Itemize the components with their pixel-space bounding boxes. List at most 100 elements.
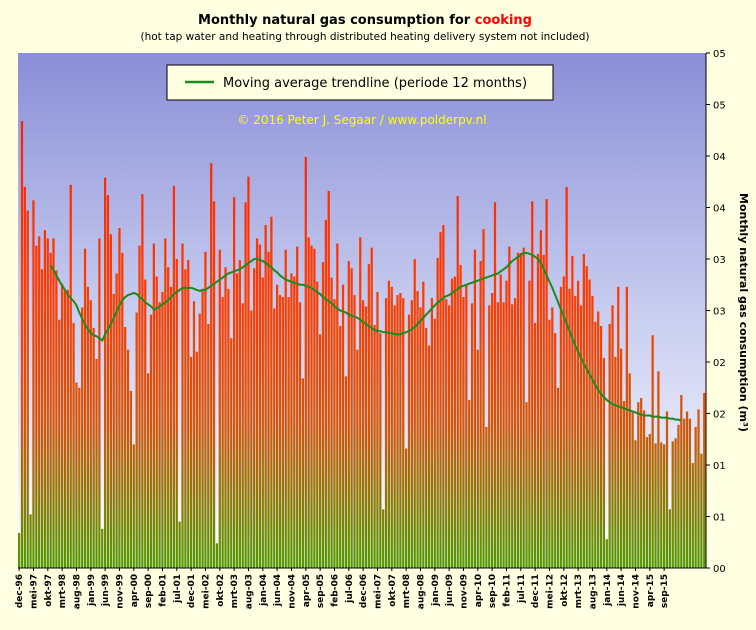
bar bbox=[379, 333, 382, 568]
bar bbox=[149, 314, 153, 568]
trend-line bbox=[49, 251, 682, 422]
bar bbox=[393, 305, 396, 568]
bar bbox=[579, 305, 583, 568]
bar bbox=[290, 273, 293, 568]
bar bbox=[453, 276, 456, 568]
y-tick-label: 00 bbox=[713, 564, 726, 575]
bar bbox=[625, 286, 628, 568]
bar bbox=[367, 264, 370, 568]
bar bbox=[339, 325, 342, 568]
x-tick-label: mei-02 bbox=[201, 574, 211, 609]
bar bbox=[212, 201, 216, 568]
bar bbox=[327, 191, 330, 568]
x-tick-label: dec-01 bbox=[187, 574, 197, 608]
bar bbox=[26, 210, 29, 568]
x-tick-label: jun-09 bbox=[445, 574, 455, 607]
x-tick-label: aug-13 bbox=[588, 574, 598, 609]
bar bbox=[554, 333, 557, 568]
bar bbox=[138, 245, 141, 569]
bar bbox=[663, 444, 666, 568]
bar bbox=[81, 307, 84, 568]
bar bbox=[109, 234, 112, 568]
x-axis-ticks: dec-96 mei-97 okt-97 mrt-98 aug-98 jan-99 jun-… bbox=[15, 568, 670, 609]
bar bbox=[519, 252, 522, 568]
bar bbox=[582, 253, 585, 568]
bar bbox=[190, 356, 193, 568]
bar bbox=[244, 202, 247, 568]
x-tick-label: apr-00 bbox=[130, 574, 140, 607]
bar bbox=[40, 269, 44, 568]
x-tick-label: okt-12 bbox=[560, 574, 570, 607]
bar bbox=[611, 305, 614, 568]
x-tick-label: sep-05 bbox=[316, 574, 326, 608]
bar bbox=[321, 262, 325, 568]
bar bbox=[668, 509, 671, 568]
bar bbox=[370, 247, 373, 569]
bar bbox=[382, 509, 385, 568]
y-tick-label: 01 bbox=[713, 461, 726, 472]
bar bbox=[634, 440, 637, 568]
y-tick-label: 05 bbox=[713, 49, 726, 60]
bar bbox=[505, 280, 508, 568]
bar bbox=[29, 514, 32, 568]
bar bbox=[201, 288, 204, 568]
bar bbox=[187, 260, 190, 568]
bar bbox=[83, 248, 87, 568]
bar bbox=[482, 229, 485, 568]
bar bbox=[410, 300, 413, 568]
x-tick-label: okt-02 bbox=[216, 574, 226, 607]
bar bbox=[614, 356, 617, 568]
bar bbox=[132, 444, 135, 568]
bar bbox=[399, 292, 402, 568]
bar bbox=[347, 261, 350, 568]
bar bbox=[92, 328, 95, 568]
bar bbox=[287, 297, 290, 568]
bar bbox=[75, 382, 78, 568]
y-axis-label: Monthly natural gas consumption (m³) bbox=[737, 193, 750, 432]
bar bbox=[562, 276, 565, 568]
bar bbox=[310, 245, 313, 569]
bar bbox=[485, 426, 488, 568]
bar bbox=[126, 349, 130, 568]
bar bbox=[556, 387, 560, 568]
chart-title-main: Monthly natural gas consumption for bbox=[198, 13, 475, 28]
x-tick-label: mei-97 bbox=[29, 574, 39, 609]
bar bbox=[685, 411, 689, 568]
y-tick-label: 04 bbox=[713, 152, 726, 163]
bar bbox=[436, 257, 439, 568]
bar bbox=[69, 184, 72, 568]
bar bbox=[602, 357, 606, 568]
x-tick-label: apr-15 bbox=[646, 574, 656, 607]
bar bbox=[390, 286, 393, 568]
bar bbox=[313, 248, 316, 568]
legend: Moving average trendline (periode 12 mon… bbox=[166, 64, 554, 101]
bar bbox=[181, 243, 184, 569]
bar bbox=[674, 438, 677, 568]
bar bbox=[703, 392, 706, 568]
bar bbox=[247, 176, 250, 568]
bar bbox=[58, 319, 61, 568]
bar bbox=[545, 199, 548, 568]
bar bbox=[671, 441, 674, 568]
bar bbox=[608, 323, 611, 568]
bar bbox=[293, 276, 296, 568]
x-tick-label: jan-99 bbox=[87, 574, 97, 607]
bar bbox=[118, 228, 121, 568]
bar bbox=[405, 448, 408, 568]
x-tick-label: jun-14 bbox=[617, 574, 627, 607]
x-tick-label: jan-14 bbox=[603, 574, 613, 607]
bar bbox=[528, 280, 531, 568]
bar bbox=[488, 305, 491, 568]
bar bbox=[442, 225, 445, 568]
bar bbox=[324, 219, 327, 569]
bar bbox=[465, 284, 468, 568]
bar bbox=[697, 409, 700, 568]
bar bbox=[161, 291, 164, 568]
chart-title-highlight: cooking bbox=[474, 13, 532, 28]
bar bbox=[445, 299, 448, 568]
bar bbox=[407, 314, 411, 568]
bar bbox=[66, 289, 69, 568]
bar bbox=[207, 323, 210, 568]
bar bbox=[427, 345, 431, 568]
bar bbox=[620, 348, 623, 568]
